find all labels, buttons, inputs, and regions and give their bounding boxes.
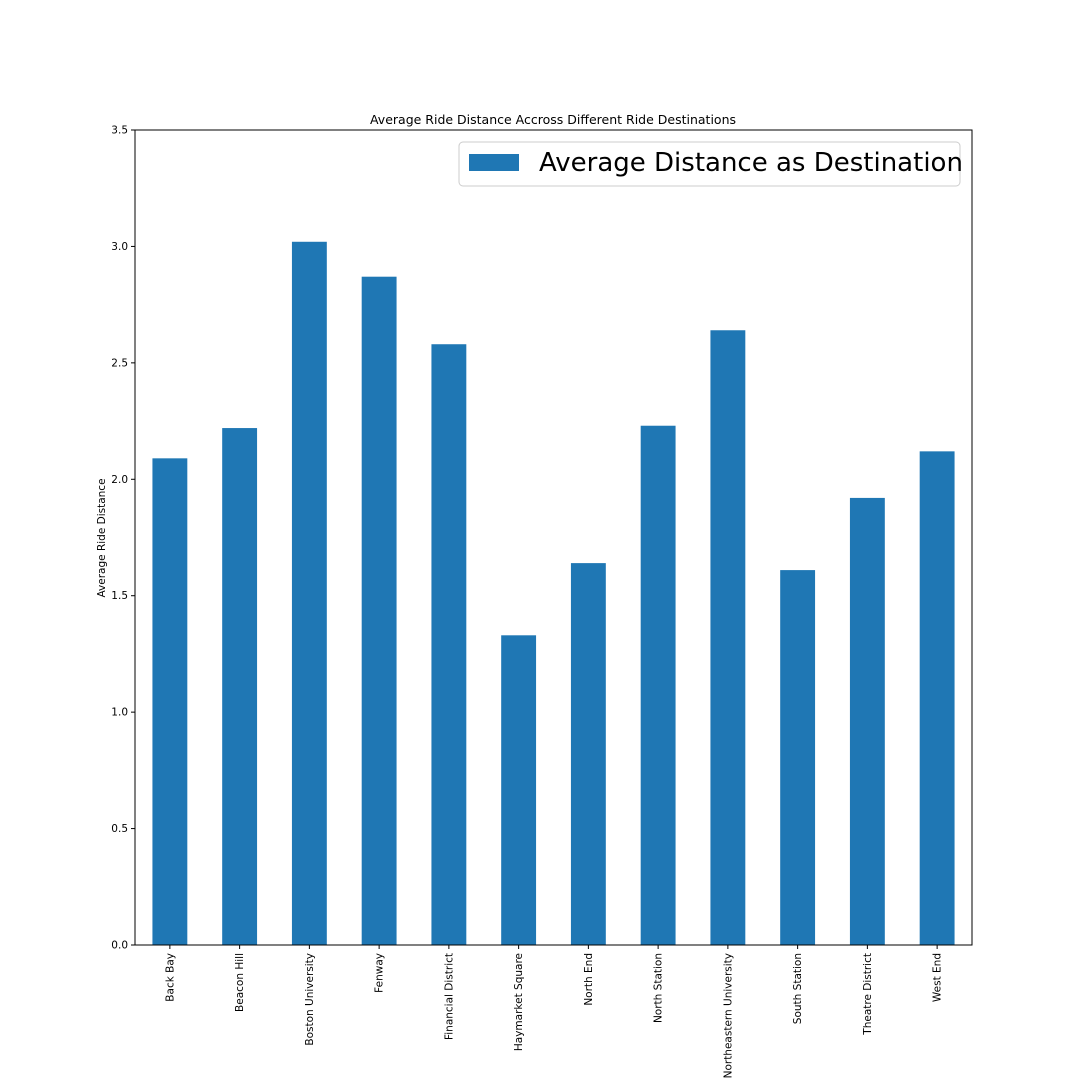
y-tick-label: 1.0: [111, 707, 128, 719]
x-tick-label: Haymarket Square: [513, 953, 525, 1051]
chart-title: Average Ride Distance Accross Different …: [370, 112, 736, 127]
bar: [640, 425, 676, 945]
bar: [291, 241, 327, 945]
bar: [919, 451, 955, 945]
x-tick-label: North End: [583, 953, 595, 1006]
bars-layer: [152, 241, 955, 945]
legend-label: Average Distance as Destination: [539, 148, 963, 178]
legend-swatch: [469, 154, 519, 171]
x-tick-label: Back Bay: [164, 953, 176, 1002]
y-tick-label: 2.5: [111, 357, 128, 369]
y-tick-label: 3.0: [111, 241, 128, 253]
x-tick-label: North Station: [653, 953, 665, 1023]
legend-box: [458, 141, 961, 187]
y-tick-label: 1.5: [111, 590, 128, 602]
bar: [849, 497, 885, 945]
bar: [570, 563, 606, 945]
bar: [431, 344, 467, 945]
x-tick-label: South Station: [792, 953, 804, 1024]
x-axis: Back Bay Beacon Hill Boston University Fenw…: [164, 945, 944, 1078]
bar: [780, 570, 816, 945]
y-tick-label: 0.5: [111, 823, 128, 835]
y-tick-label: 3.5: [111, 125, 128, 137]
y-tick-label: 0.0: [111, 940, 128, 952]
y-tick-label: 2.0: [111, 474, 128, 486]
x-tick-label: Financial District: [443, 953, 455, 1040]
plot-frame: [134, 129, 973, 946]
bar: [361, 276, 397, 945]
y-axis: 0.0 0.5 1.0 1.5 2.0 2.5 3.0 3.5: [111, 125, 135, 952]
y-axis-label: Average Ride Distance: [96, 478, 108, 597]
bar: [222, 428, 258, 945]
x-tick-label: Theatre District: [862, 953, 874, 1036]
x-tick-label: Northeastern University: [722, 953, 734, 1078]
legend: Average Distance as Destination: [458, 141, 963, 187]
x-tick-label: Beacon Hill: [234, 953, 246, 1012]
bar: [501, 635, 537, 945]
x-tick-label: Boston University: [304, 953, 316, 1046]
x-tick-label: West End: [932, 953, 944, 1002]
bar: [152, 458, 188, 945]
bar: [710, 330, 746, 945]
x-tick-label: Fenway: [374, 953, 386, 993]
